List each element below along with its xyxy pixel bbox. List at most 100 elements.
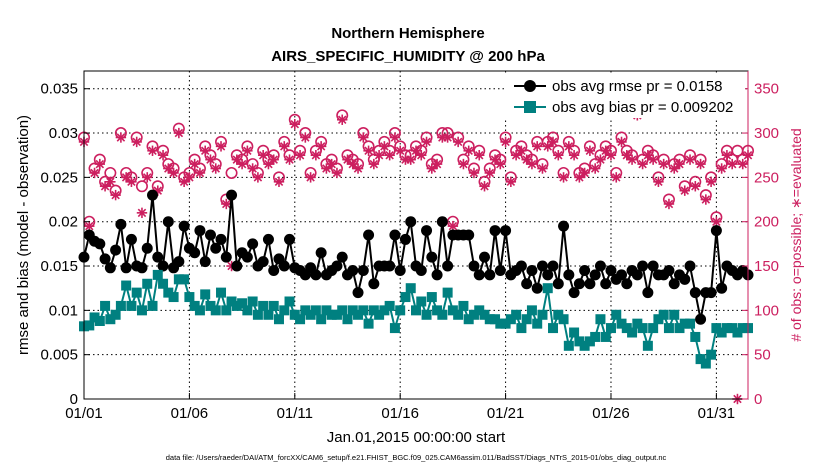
- bias-point: [437, 309, 448, 320]
- rmse-point: [663, 264, 675, 276]
- bias-point: [679, 318, 690, 329]
- rmse-point: [494, 264, 506, 276]
- bias-point: [500, 318, 511, 329]
- bias-point: [179, 274, 190, 285]
- rmse-point: [315, 247, 327, 259]
- bias-point: [374, 309, 385, 320]
- rmse-point: [352, 287, 364, 299]
- bias-point: [221, 305, 232, 316]
- evaluated-obs-marker: [474, 150, 485, 161]
- rmse-point: [568, 287, 580, 299]
- evaluated-obs-marker: [616, 136, 627, 148]
- bias-point: [163, 287, 174, 298]
- bias-point: [231, 300, 242, 311]
- evaluated-obs-marker: [147, 145, 158, 156]
- rmse-point: [104, 262, 116, 274]
- bias-point: [363, 318, 374, 329]
- bias-point: [284, 296, 295, 307]
- y-axis-label: rmse and bias (model - observation): [15, 115, 32, 355]
- rmse-point: [421, 225, 433, 237]
- legend: obs avg rmse pr = 0.0158 obs avg bias pr…: [505, 73, 745, 118]
- rmse-point: [515, 260, 527, 272]
- rmse-point: [647, 260, 659, 272]
- rmse-point: [479, 251, 491, 263]
- rmse-point: [152, 251, 164, 263]
- evaluated-obs-marker: [268, 154, 279, 165]
- bias-point: [532, 318, 543, 329]
- evaluated-obs-marker: [737, 158, 748, 170]
- bias-point: [131, 287, 142, 298]
- evaluated-obs-marker: [368, 158, 380, 170]
- rmse-point: [257, 256, 269, 268]
- evaluated-obs-marker: [210, 163, 221, 174]
- bias-point: [584, 336, 595, 347]
- right-y-tick-label: 300: [754, 125, 779, 142]
- right-y-axis-ticks: 0 50 100 150 200 250 300 350: [742, 81, 779, 408]
- bias-point: [226, 296, 237, 307]
- bias-point: [611, 309, 622, 320]
- bias-point: [337, 305, 348, 316]
- x-axis-ticks: 01/01 01/06 01/11 01/16 01/21 01/26 01/31: [65, 393, 735, 422]
- evaluated-obs-marker: [579, 167, 590, 179]
- evaluated-obs-marker: [326, 158, 337, 170]
- bias-point: [658, 309, 669, 320]
- rmse-point: [531, 282, 543, 294]
- y-axis-ticks: 0 0.005 0.01 0.015 0.02 0.025 0.03 0.035: [40, 81, 90, 408]
- evaluated-obs-marker: [679, 185, 690, 196]
- bias-point: [279, 305, 290, 316]
- rmse-point: [584, 278, 596, 290]
- evaluated-obs-marker: [142, 172, 153, 183]
- bias-point: [152, 269, 163, 280]
- bias-point: [389, 323, 400, 334]
- right-y-axis-label: # of obs: o=possible; ∗=evaluated: [788, 128, 804, 341]
- evaluated-obs-marker: [310, 150, 322, 161]
- bias-point: [205, 300, 216, 311]
- bias-point: [474, 305, 485, 316]
- rmse-point: [521, 278, 533, 290]
- bias-point: [627, 327, 638, 338]
- rmse-point: [347, 264, 359, 276]
- bias-point: [84, 320, 95, 331]
- rmse-point: [384, 260, 396, 272]
- evaluated-obs-marker: [126, 176, 137, 188]
- evaluated-obs-marker: [379, 141, 390, 152]
- bias-point: [716, 327, 727, 338]
- evaluated-obs-marker: [568, 150, 580, 161]
- rmse-point: [284, 233, 296, 245]
- bias-point: [484, 314, 495, 325]
- bias-point: [737, 323, 748, 334]
- evaluated-obs-marker: [452, 136, 464, 148]
- evaluated-obs-marker: [700, 194, 712, 205]
- rmse-point: [173, 256, 185, 268]
- bias-point: [453, 309, 464, 320]
- bias-point: [695, 354, 706, 365]
- y-tick-label: 0.035: [40, 81, 78, 98]
- bias-point: [463, 314, 474, 325]
- rmse-point: [336, 251, 348, 263]
- evaluated-obs-marker: [289, 118, 300, 130]
- bias-point: [553, 309, 564, 320]
- bias-point: [542, 283, 553, 294]
- rmse-point: [199, 256, 211, 268]
- evaluated-obs-marker: [421, 136, 432, 148]
- bias-point: [300, 305, 311, 316]
- evaluated-obs-marker: [658, 158, 669, 170]
- rmse-point: [484, 269, 496, 281]
- plot-area: [84, 71, 748, 399]
- evaluated-obs-marker: [726, 158, 738, 170]
- rmse-point: [621, 278, 633, 290]
- bias-point: [711, 323, 722, 334]
- rmse-point: [684, 260, 696, 272]
- bias-point: [347, 305, 358, 316]
- rmse-point: [468, 260, 480, 272]
- evaluated-obs-marker: [716, 163, 727, 174]
- bias-point: [258, 300, 269, 311]
- evaluated-obs-marker: [136, 207, 148, 219]
- rmse-point: [210, 242, 222, 254]
- bias-point: [342, 314, 353, 325]
- bias-point: [105, 314, 116, 325]
- evaluated-obs-marker: [721, 150, 733, 161]
- rmse-point: [331, 260, 343, 272]
- rmse-bias-series: [78, 189, 754, 369]
- evaluated-obs-marker: [247, 163, 258, 174]
